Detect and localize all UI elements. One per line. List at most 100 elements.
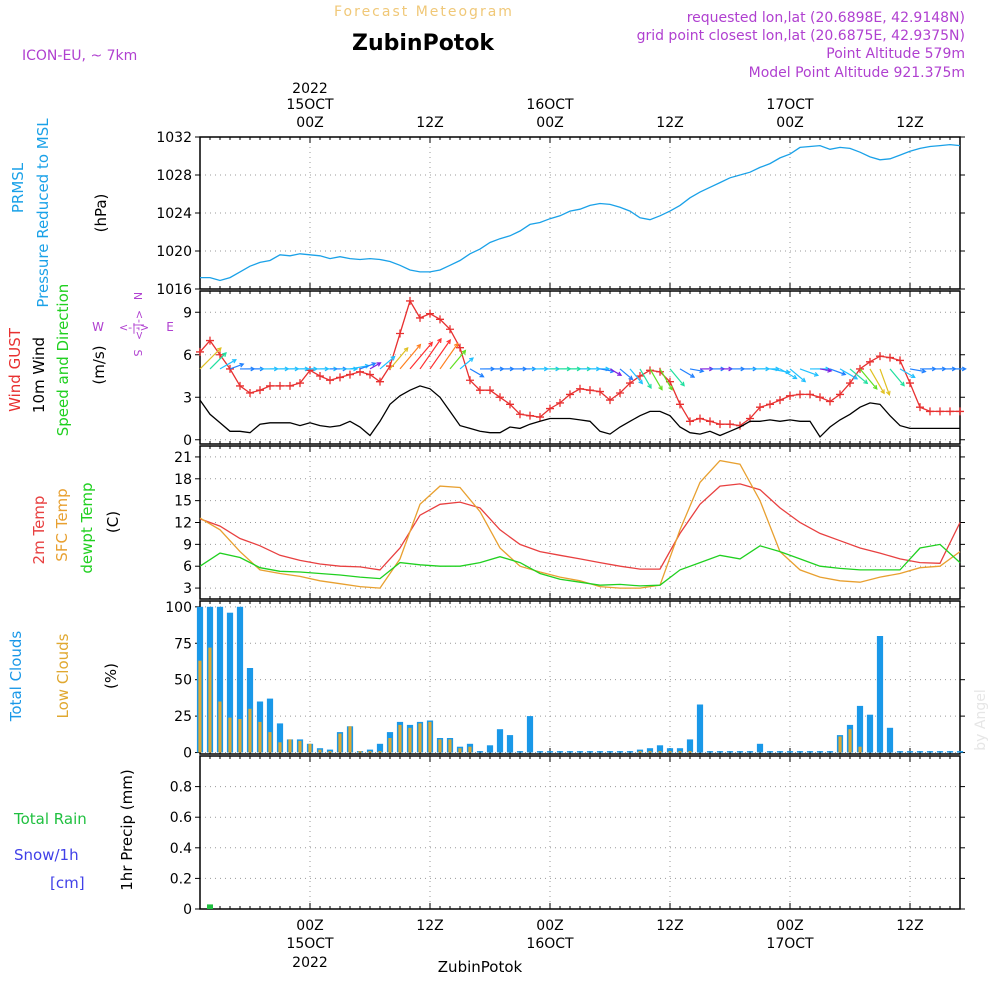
wind-arrow bbox=[839, 368, 858, 380]
wind-arrow-head bbox=[853, 375, 859, 380]
gust-marker bbox=[806, 390, 814, 399]
wind-arrow bbox=[209, 352, 227, 370]
wind-arrow bbox=[819, 368, 832, 372]
dewpt-line bbox=[199, 543, 961, 587]
wind-arrow bbox=[899, 368, 915, 378]
wind-arrow-head bbox=[453, 342, 459, 348]
total-cloud-bar bbox=[326, 749, 334, 753]
wind-arrow-head bbox=[668, 385, 673, 391]
total-cloud-bar bbox=[816, 751, 824, 753]
y-tick-label: 50 bbox=[174, 673, 192, 689]
snow-label: Snow/1h bbox=[14, 846, 79, 864]
gust-marker bbox=[926, 407, 934, 416]
compass-south: S bbox=[131, 350, 144, 357]
wind-arrow bbox=[869, 368, 885, 394]
wind-arrow bbox=[889, 368, 905, 387]
footer-station: ZubinPotok bbox=[438, 958, 523, 976]
y-tick-label: 1032 bbox=[156, 130, 192, 146]
gust-marker bbox=[936, 407, 944, 416]
compass-ns-arrow: <-|-> bbox=[133, 310, 146, 340]
wind-arrow bbox=[609, 368, 622, 376]
total-cloud-bar bbox=[366, 749, 374, 753]
gust-marker bbox=[476, 386, 484, 395]
hour-label-bottom: 00Z bbox=[776, 918, 803, 934]
wind-arrow-head bbox=[221, 352, 227, 357]
gust-marker bbox=[846, 379, 854, 388]
low-cloud-bar bbox=[378, 751, 382, 753]
gust-marker bbox=[916, 403, 924, 412]
gust-marker bbox=[496, 393, 504, 402]
gust-line bbox=[199, 299, 960, 427]
y-tick-label: 6 bbox=[183, 348, 192, 364]
total-cloud-bar bbox=[946, 751, 954, 753]
wind-arrow-head bbox=[880, 389, 885, 395]
gust-marker bbox=[276, 381, 284, 390]
wind-arrow bbox=[779, 368, 797, 380]
gust-marker bbox=[596, 387, 604, 396]
gust-marker bbox=[946, 407, 954, 416]
year-label-bottom: 2022 bbox=[292, 955, 328, 971]
low-cloud-bar bbox=[418, 723, 422, 753]
total-cloud-bar bbox=[926, 751, 934, 753]
wind10m-label: 10m Wind bbox=[30, 337, 48, 413]
gust-marker bbox=[556, 398, 564, 407]
panel-frame bbox=[199, 600, 961, 755]
wind-arrow-head bbox=[690, 373, 696, 378]
gust-marker bbox=[226, 364, 234, 373]
gust-marker bbox=[256, 386, 264, 395]
y-tick-label: 3 bbox=[183, 390, 192, 406]
compass-north: N bbox=[131, 292, 144, 300]
gust-marker bbox=[836, 390, 844, 399]
wind-arrow bbox=[439, 343, 459, 370]
low-cloud-bar bbox=[198, 660, 202, 753]
low-cloud-label: Low Clouds bbox=[54, 633, 72, 718]
total-cloud-bar bbox=[266, 698, 274, 753]
gust-marker bbox=[776, 396, 784, 405]
gust-marker bbox=[346, 370, 354, 379]
hour-label-top: 00Z bbox=[536, 115, 563, 131]
low-cloud-bar bbox=[468, 746, 472, 753]
gust-marker bbox=[506, 400, 514, 409]
day-label-bottom: 16OCT bbox=[526, 936, 574, 952]
gust-marker bbox=[686, 417, 694, 426]
wind-arrow bbox=[599, 368, 615, 372]
wind-arrow-head bbox=[617, 371, 623, 376]
panel-frame bbox=[199, 136, 961, 290]
gust-marker bbox=[956, 407, 964, 416]
y-tick-label: 12 bbox=[174, 516, 192, 532]
wind-arrow bbox=[649, 368, 663, 391]
low-cloud-bar bbox=[688, 751, 692, 753]
dewpt-label: dewpt Temp bbox=[78, 482, 96, 573]
wind-arrow bbox=[449, 350, 466, 370]
total-cloud-bar bbox=[856, 705, 864, 753]
gust-marker bbox=[796, 390, 804, 399]
y-tick-label: 0 bbox=[183, 902, 192, 918]
total-cloud-label: Total Clouds bbox=[7, 631, 25, 723]
total-cloud-bar bbox=[876, 636, 884, 753]
wind-arrow-head bbox=[885, 390, 891, 396]
day-label-top: 17OCT bbox=[766, 97, 814, 113]
day-label-bottom: 17OCT bbox=[766, 936, 814, 952]
gust-marker bbox=[716, 420, 724, 429]
wind-arrow bbox=[669, 368, 685, 387]
compass-west: W bbox=[92, 320, 104, 334]
snow-unit: [cm] bbox=[50, 874, 85, 892]
model-label: ICON-EU, ~ 7km bbox=[22, 48, 137, 64]
hour-label-top: 12Z bbox=[896, 115, 923, 131]
chart-panels: 1016 1020 1024 1028 1032 PRMSL Pressure Reduce… bbox=[6, 118, 967, 918]
gust-marker bbox=[546, 404, 554, 413]
y-tick-label: 1024 bbox=[156, 206, 192, 222]
total-cloud-bar bbox=[496, 729, 504, 753]
gust-marker bbox=[766, 400, 774, 409]
wind-arrow bbox=[369, 362, 381, 370]
total-cloud-bar bbox=[236, 606, 244, 753]
gust-marker bbox=[356, 367, 364, 376]
wind-arrow-head bbox=[628, 375, 634, 381]
total-cloud-bar bbox=[376, 743, 384, 753]
wind-dir-label: Speed and Direction bbox=[54, 284, 72, 437]
y-tick-label: 0.8 bbox=[170, 780, 192, 796]
total-cloud-bar bbox=[616, 751, 624, 753]
gust-marker bbox=[636, 372, 644, 380]
low-cloud-bar bbox=[218, 701, 222, 753]
